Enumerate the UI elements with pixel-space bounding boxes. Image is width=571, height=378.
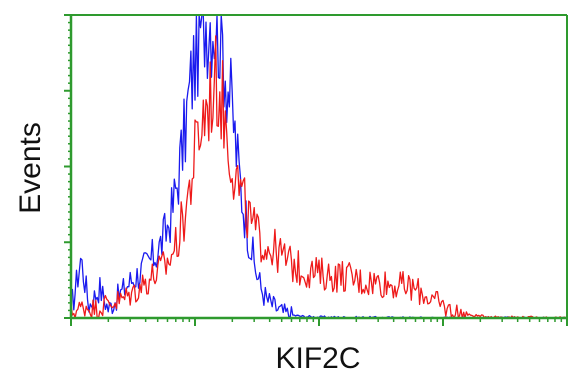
x-axis-label: KIF2C xyxy=(275,342,360,375)
tick-marks xyxy=(64,14,568,326)
y-axis-label: Events xyxy=(14,122,47,214)
plot-background xyxy=(71,15,567,318)
plot-area xyxy=(71,15,567,318)
